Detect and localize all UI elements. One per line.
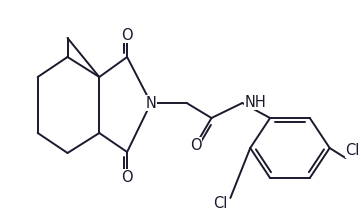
- Text: O: O: [190, 138, 201, 152]
- Text: Cl: Cl: [213, 196, 228, 211]
- Text: NH: NH: [244, 95, 266, 110]
- Text: O: O: [121, 28, 133, 42]
- Text: O: O: [121, 169, 133, 185]
- Text: N: N: [145, 95, 156, 110]
- Text: Cl: Cl: [345, 143, 360, 158]
